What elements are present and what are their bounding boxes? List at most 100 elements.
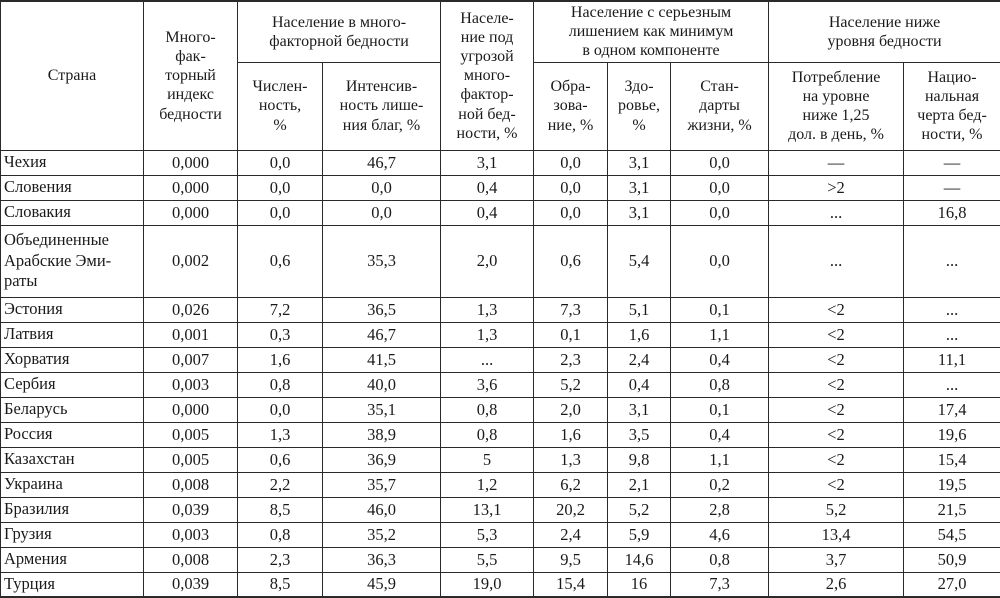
- value-cell: <2: [768, 296, 905, 323]
- value-cell: 19,6: [903, 421, 1000, 448]
- col-header-living-standards: Стан- дарты жизни, %: [670, 61, 770, 151]
- table-row: Армения 0,008 2,3 36,3 5,5 9,5 14,6 0,8 3,7 50,9: [0, 546, 1000, 573]
- value-cell: 4,6: [670, 521, 770, 548]
- country-cell: Эстония: [0, 296, 144, 323]
- value-cell: 0,007: [143, 346, 238, 373]
- table-row: Словакия 0,000 0,0 0,0 0,4 0,0 3,1 0,0... 16,8: [0, 199, 1000, 226]
- table-row: Латвия 0,001 0,3 46,7 1,3 0,1 1,6 1,1 <2...: [0, 321, 1000, 348]
- value-cell: 3,1: [607, 174, 672, 201]
- value-cell: 19,0: [440, 571, 535, 598]
- country-cell: Объединенные Арабские Эми- раты: [0, 224, 144, 298]
- value-cell: 3,1: [607, 396, 672, 423]
- country-cell: Грузия: [0, 521, 144, 548]
- country-cell: Латвия: [0, 321, 144, 348]
- value-cell: 0,0: [237, 199, 323, 226]
- country-cell: Чехия: [0, 149, 144, 176]
- value-cell: 0,0: [533, 149, 609, 176]
- value-cell: 0,8: [440, 396, 535, 423]
- value-cell: 16,8: [903, 199, 1000, 226]
- group-header-poverty-line: Население ниже уровня бедности: [768, 0, 1000, 63]
- value-cell: 8,5: [237, 496, 323, 523]
- value-cell: ...: [903, 321, 1000, 348]
- country-cell: Словакия: [0, 199, 144, 226]
- value-cell: 0,6: [237, 446, 323, 473]
- value-cell: 45,9: [321, 571, 442, 598]
- col-header-national-line: Нацио- нальная черта бед- ности, %: [903, 61, 1000, 151]
- table-row: Сербия 0,003 0,8 40,0 3,6 5,2 0,4 0,8 <2...: [0, 371, 1000, 398]
- value-cell: 3,1: [440, 149, 535, 176]
- value-cell: 5,9: [607, 521, 672, 548]
- table-row: Беларусь 0,000 0,0 35,1 0,8 2,0 3,1 0,1 <2 17,4: [0, 396, 1000, 423]
- value-cell: —: [903, 149, 1000, 176]
- value-cell: 5,2: [607, 496, 672, 523]
- value-cell: 0,005: [143, 446, 238, 473]
- value-cell: 27,0: [903, 571, 1000, 598]
- value-cell: 2,4: [533, 521, 609, 548]
- value-cell: 0,0: [533, 174, 609, 201]
- value-cell: 0,0: [533, 199, 609, 226]
- value-cell: 41,5: [321, 346, 442, 373]
- table-row: Объединенные Арабские Эми- раты 0,002 0,6 3…: [0, 224, 1000, 298]
- value-cell: 35,7: [321, 471, 442, 498]
- value-cell: 1,6: [237, 346, 323, 373]
- value-cell: <2: [768, 321, 905, 348]
- value-cell: 13,1: [440, 496, 535, 523]
- table-header: Страна Много- фак- торный индекс бедност…: [0, 0, 1000, 151]
- value-cell: 0,000: [143, 199, 238, 226]
- value-cell: 21,5: [903, 496, 1000, 523]
- table-row: Чехия 0,000 0,0 46,7 3,1 0,0 3,1 0,0— —: [0, 149, 1000, 176]
- country-cell: Словения: [0, 174, 144, 201]
- value-cell: 1,3: [533, 446, 609, 473]
- value-cell: 0,0: [321, 174, 442, 201]
- value-cell: 2,3: [237, 546, 323, 573]
- value-cell: 0,6: [533, 224, 609, 298]
- value-cell: 36,3: [321, 546, 442, 573]
- value-cell: 0,005: [143, 421, 238, 448]
- value-cell: 6,2: [533, 471, 609, 498]
- value-cell: 0,1: [533, 321, 609, 348]
- value-cell: 46,0: [321, 496, 442, 523]
- country-cell: Казахстан: [0, 446, 144, 473]
- col-header-health: Здо- ровье, %: [607, 61, 672, 151]
- value-cell: 1,3: [440, 321, 535, 348]
- country-cell: Турция: [0, 571, 144, 598]
- col-header-mpi: Много- фак- торный индекс бедности: [143, 0, 238, 151]
- value-cell: 0,8: [670, 546, 770, 573]
- value-cell: 0,000: [143, 396, 238, 423]
- value-cell: 38,9: [321, 421, 442, 448]
- value-cell: 0,039: [143, 571, 238, 598]
- value-cell: 1,2: [440, 471, 535, 498]
- value-cell: 0,4: [607, 371, 672, 398]
- value-cell: 0,0: [237, 149, 323, 176]
- value-cell: 35,3: [321, 224, 442, 298]
- value-cell: 20,2: [533, 496, 609, 523]
- value-cell: 8,5: [237, 571, 323, 598]
- value-cell: 5,3: [440, 521, 535, 548]
- value-cell: 0,039: [143, 496, 238, 523]
- col-header-at-risk: Населе- ние под угрозой много- фактор- н…: [440, 0, 535, 151]
- value-cell: 19,5: [903, 471, 1000, 498]
- col-header-consumption: Потребление на уровне ниже 1,25 дол. в д…: [768, 61, 905, 151]
- value-cell: 0,002: [143, 224, 238, 298]
- value-cell: 14,6: [607, 546, 672, 573]
- value-cell: 3,1: [607, 199, 672, 226]
- value-cell: 0,8: [670, 371, 770, 398]
- value-cell: 0,8: [237, 521, 323, 548]
- value-cell: —: [768, 149, 905, 176]
- value-cell: 2,0: [440, 224, 535, 298]
- value-cell: ...: [440, 346, 535, 373]
- value-cell: ...: [903, 224, 1000, 298]
- value-cell: 0,008: [143, 546, 238, 573]
- value-cell: 5,5: [440, 546, 535, 573]
- value-cell: <2: [768, 446, 905, 473]
- value-cell: 46,7: [321, 149, 442, 176]
- value-cell: <2: [768, 396, 905, 423]
- table-row: Грузия 0,003 0,8 35,2 5,3 2,4 5,9 4,6 13,4 54,5: [0, 521, 1000, 548]
- country-cell: Россия: [0, 421, 144, 448]
- value-cell: 0,4: [440, 199, 535, 226]
- table-row: Турция 0,039 8,5 45,9 19,0 15,4 16 7,3 2,6 27,0: [0, 571, 1000, 598]
- table-row: Казахстан 0,005 0,6 36,9 5 1,3 9,8 1,1 <2 15,4: [0, 446, 1000, 473]
- value-cell: 0,000: [143, 149, 238, 176]
